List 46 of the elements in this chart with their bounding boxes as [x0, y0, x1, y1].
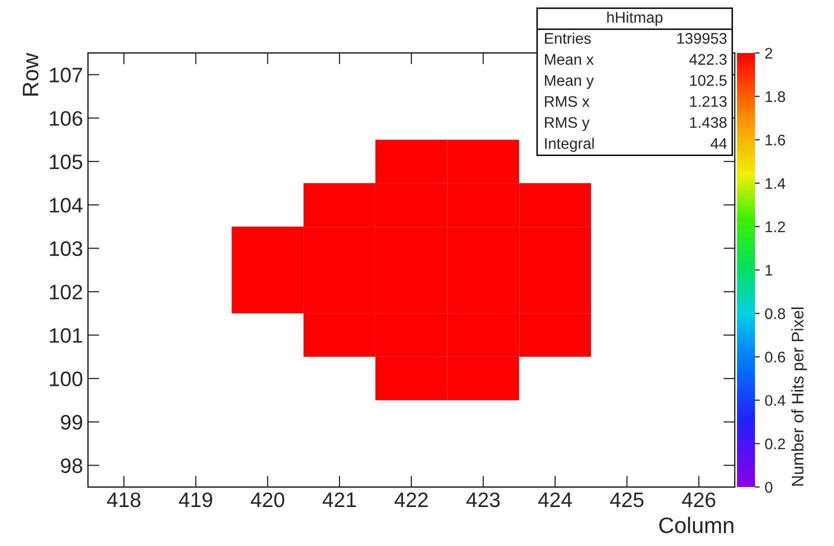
annotation: RMS y — [545, 117, 590, 131]
annotation: 102.5 — [690, 75, 727, 86]
annotation: Integral — [545, 138, 594, 152]
color-bar-label: 0.4 — [765, 395, 786, 406]
annotation: Mean x — [545, 54, 594, 65]
y-tick-label: 105 — [50, 154, 82, 170]
x-tick-label: 420 — [250, 492, 284, 508]
annotation: 422.3 — [689, 54, 727, 65]
y-tick-label: 98 — [60, 458, 82, 474]
color-bar-label: 0.8 — [765, 308, 786, 320]
annotation: 44 — [710, 138, 727, 149]
color-bar-label: 0 — [765, 482, 772, 493]
text: Entries — [545, 32, 591, 44]
y-tick-label: 99 — [60, 414, 82, 430]
y-axis-title: Row — [22, 52, 38, 96]
color-bar-title: Number of Hits per Pixel — [791, 308, 807, 486]
text: 139953 — [677, 33, 727, 44]
x-tick-label: 424 — [538, 492, 572, 507]
color-bar-label: 1.2 — [766, 221, 785, 232]
y-tick-label: 101 — [50, 328, 82, 343]
color-bar-label: 1.4 — [766, 178, 786, 189]
color-bar-label: 1.8 — [766, 91, 786, 102]
color-bar-label: 1 — [766, 265, 772, 276]
y-tick-label: 107 — [50, 68, 82, 82]
annotation: RMS x — [545, 96, 590, 107]
x-tick-label: 422 — [394, 492, 428, 507]
x-tick-label: 425 — [610, 492, 644, 508]
x-tick-label: 418 — [107, 492, 140, 508]
x-tick-label: 419 — [178, 492, 212, 508]
y-tick-label: 106 — [50, 111, 82, 126]
x-axis-title: Column — [659, 516, 734, 534]
x-tick-label: 426 — [682, 492, 716, 508]
color-bar-label: 0.2 — [765, 438, 785, 450]
text: hHitmap — [607, 12, 662, 26]
annotation: Mean y — [545, 75, 594, 89]
annotation: 1.213 — [690, 96, 727, 107]
y-tick-label: 104 — [50, 198, 83, 213]
annotation: 1.438 — [690, 117, 727, 128]
x-tick-label: 421 — [322, 492, 356, 507]
color-bar-label: 1.6 — [766, 134, 786, 146]
color-bar-label: 0.6 — [765, 352, 786, 362]
color-bar-label: 2 — [765, 48, 772, 58]
y-tick-label: 102 — [50, 284, 82, 300]
y-tick-label: 103 — [50, 241, 82, 256]
x-tick-label: 423 — [466, 492, 500, 508]
y-tick-label: 100 — [50, 372, 82, 386]
